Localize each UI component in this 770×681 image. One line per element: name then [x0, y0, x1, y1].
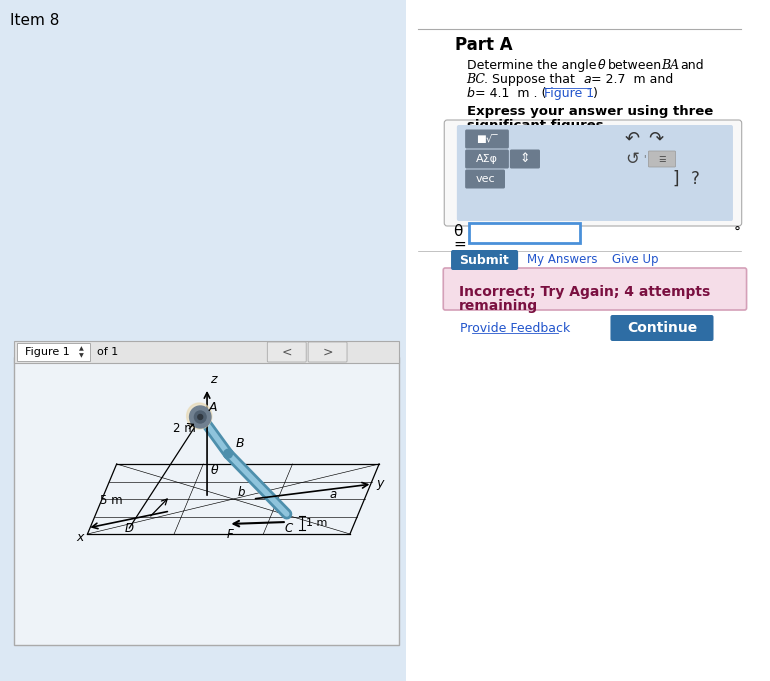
- FancyBboxPatch shape: [468, 223, 581, 243]
- Text: BC: BC: [467, 73, 486, 86]
- FancyBboxPatch shape: [407, 0, 748, 681]
- Text: F: F: [227, 528, 234, 541]
- Text: =: =: [453, 237, 466, 252]
- Text: Continue: Continue: [627, 321, 697, 335]
- Text: ': ': [644, 154, 646, 164]
- Text: θ: θ: [598, 59, 605, 72]
- Text: and: and: [681, 59, 704, 72]
- FancyBboxPatch shape: [308, 342, 347, 362]
- Text: <: <: [282, 345, 292, 358]
- Text: A: A: [209, 401, 217, 414]
- Text: ↷: ↷: [648, 130, 664, 148]
- FancyBboxPatch shape: [18, 343, 90, 361]
- Text: Item 8: Item 8: [10, 13, 59, 28]
- Text: 2 m: 2 m: [173, 422, 196, 434]
- FancyBboxPatch shape: [444, 120, 742, 226]
- Text: Figure 1: Figure 1: [544, 87, 594, 100]
- Text: Incorrect; Try Again; 4 attempts: Incorrect; Try Again; 4 attempts: [459, 285, 710, 299]
- Text: BA: BA: [661, 59, 679, 72]
- Text: remaining: remaining: [459, 299, 538, 313]
- FancyBboxPatch shape: [14, 341, 399, 363]
- Text: . Suppose that: . Suppose that: [484, 73, 575, 86]
- FancyBboxPatch shape: [465, 129, 509, 148]
- Text: ☰: ☰: [658, 155, 666, 163]
- Circle shape: [225, 450, 233, 458]
- Text: ⇕: ⇕: [520, 153, 531, 165]
- Text: 5 m: 5 m: [100, 494, 122, 507]
- FancyBboxPatch shape: [465, 170, 505, 189]
- Text: My Answers: My Answers: [527, 253, 598, 266]
- Text: ▲: ▲: [79, 347, 84, 351]
- Text: D: D: [125, 522, 134, 535]
- FancyBboxPatch shape: [648, 151, 675, 167]
- Text: θ: θ: [453, 224, 462, 239]
- Circle shape: [186, 403, 212, 429]
- Text: a: a: [583, 73, 591, 86]
- FancyBboxPatch shape: [444, 268, 747, 310]
- Text: = 2.7  m and: = 2.7 m and: [591, 73, 673, 86]
- FancyBboxPatch shape: [267, 342, 306, 362]
- Text: Determine the angle: Determine the angle: [467, 59, 596, 72]
- Text: ?: ?: [691, 170, 699, 188]
- Text: °: °: [734, 226, 741, 240]
- Text: ▼: ▼: [79, 353, 84, 358]
- Text: = 4.1  m . (: = 4.1 m . (: [475, 87, 547, 100]
- Circle shape: [189, 406, 211, 428]
- Text: ]: ]: [672, 170, 679, 188]
- Text: >: >: [323, 345, 333, 358]
- Text: Submit: Submit: [459, 253, 509, 266]
- Text: B: B: [236, 437, 244, 450]
- Text: ↺: ↺: [625, 150, 639, 168]
- Circle shape: [198, 415, 203, 419]
- Text: a: a: [330, 488, 337, 501]
- Text: θ: θ: [211, 464, 219, 477]
- FancyBboxPatch shape: [510, 150, 540, 168]
- FancyBboxPatch shape: [451, 250, 518, 270]
- Text: ↶: ↶: [624, 130, 639, 148]
- FancyBboxPatch shape: [0, 0, 407, 681]
- Text: z: z: [210, 373, 216, 386]
- Text: b: b: [237, 486, 245, 498]
- FancyBboxPatch shape: [457, 125, 733, 221]
- Text: Provide Feedback: Provide Feedback: [460, 321, 571, 334]
- FancyBboxPatch shape: [611, 315, 714, 341]
- Text: of 1: of 1: [97, 347, 119, 357]
- Text: vec: vec: [475, 174, 495, 184]
- Text: b: b: [467, 87, 474, 100]
- Text: 1 m: 1 m: [306, 518, 327, 528]
- FancyBboxPatch shape: [14, 357, 399, 645]
- Text: significant figures.: significant figures.: [467, 119, 608, 132]
- Text: x: x: [76, 531, 84, 544]
- Text: ): ): [593, 87, 598, 100]
- Text: y: y: [377, 477, 383, 490]
- Text: Figure 1: Figure 1: [25, 347, 70, 357]
- Text: C: C: [285, 522, 293, 535]
- Text: Give Up: Give Up: [612, 253, 659, 266]
- Text: ■√‾: ■√‾: [476, 134, 498, 144]
- Text: Express your answer using three: Express your answer using three: [467, 105, 713, 118]
- FancyBboxPatch shape: [465, 150, 509, 168]
- Text: between: between: [608, 59, 661, 72]
- Circle shape: [194, 411, 206, 423]
- Text: AΣφ: AΣφ: [476, 154, 498, 164]
- Text: Part A: Part A: [455, 36, 513, 54]
